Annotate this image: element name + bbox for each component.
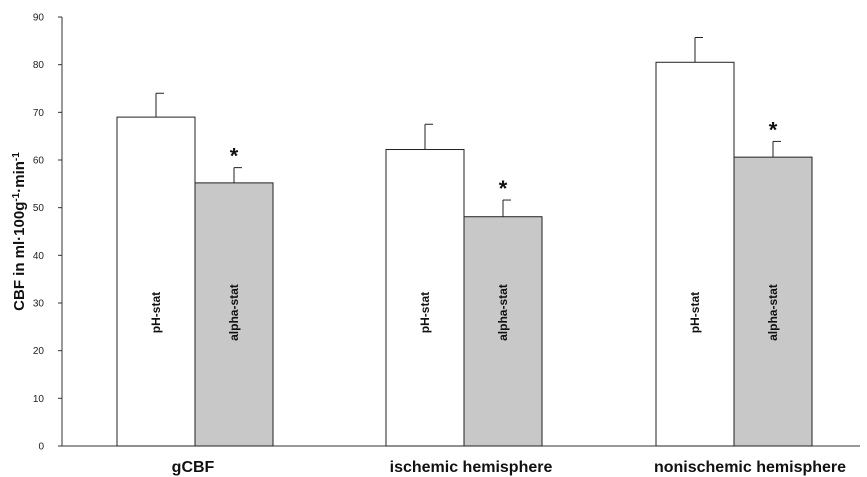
bar-series-label: pH-stat [149, 292, 163, 333]
y-tick-label: 10 [33, 394, 45, 405]
y-tick-label: 60 [33, 156, 45, 167]
y-tick-label: 30 [33, 299, 45, 310]
bar-ph-stat [656, 62, 734, 446]
bar-series-label: alpha-stat [496, 284, 510, 341]
y-axis-label-exp2: -1 [11, 152, 22, 161]
category-labels: gCBF ischemic hemisphere nonischemic hemis… [172, 459, 846, 476]
y-axis: 0 10 20 30 40 50 60 70 80 90 [33, 13, 62, 453]
bar-series-label: pH-stat [688, 292, 702, 333]
bar-ph-stat [117, 117, 195, 446]
y-tick-label: 90 [33, 13, 45, 24]
y-axis-label-main: CBF in ml·100g [11, 202, 28, 311]
category-label: ischemic hemisphere [390, 459, 553, 476]
significance-marker: * [230, 144, 239, 169]
y-tick-label: 70 [33, 108, 45, 119]
bar-series-label: alpha-stat [227, 284, 241, 341]
y-axis-label-mid: ·min [11, 161, 28, 193]
significance-marker: * [769, 117, 778, 142]
category-label: gCBF [172, 459, 215, 476]
y-tick-label: 40 [33, 251, 45, 262]
y-tick-label: 20 [33, 346, 45, 357]
bar-series-label: alpha-stat [766, 284, 780, 341]
significance-marker: * [499, 176, 508, 201]
category-label: nonischemic hemisphere [654, 459, 846, 476]
y-tick-label: 50 [33, 203, 45, 214]
bar-series-label: pH-stat [418, 292, 432, 333]
y-tick-label: 0 [38, 442, 44, 453]
y-tick-label: 80 [33, 60, 45, 71]
y-axis-label: CBF in ml·100g-1·min-1 [11, 152, 29, 311]
bars: pH-stat alpha-stat * pH-stat alpha-stat * pH-s… [117, 37, 812, 446]
